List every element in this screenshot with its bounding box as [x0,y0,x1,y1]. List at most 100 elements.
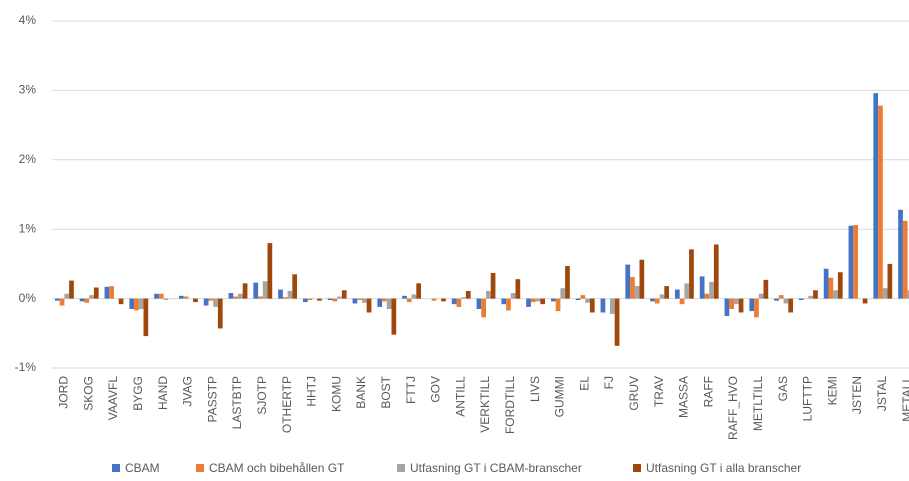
bar [332,298,338,302]
bar [391,298,397,335]
legend-label: CBAM och bibehållen GT [209,461,345,475]
x-tick-label: BANK [354,376,368,409]
bar [630,277,635,299]
bar [476,298,482,310]
bar [600,298,606,313]
x-tick-label: JSTEN [850,376,864,414]
bar [203,298,209,306]
legend-label: Utfasning GT i CBAM-branscher [410,461,582,475]
bar [674,289,680,299]
bar [262,281,268,299]
legend-swatch [196,464,204,472]
bar [654,298,660,304]
bar [441,298,446,302]
bar [79,298,85,302]
x-tick-label: PASSTP [205,376,219,422]
x-tick-label: JORD [57,376,71,409]
bar [154,293,159,299]
bar [664,286,670,299]
bar [233,296,238,299]
x-tick-label: GAS [776,376,790,401]
bar [758,293,764,299]
bar [461,297,466,299]
bar [386,298,392,310]
bar [118,298,124,305]
legend-swatch [397,464,405,472]
x-tick-label: GUMMI [553,376,567,417]
bar [898,209,903,299]
bar [510,293,516,299]
bar [679,298,685,305]
bar [158,293,164,299]
bar [287,290,293,299]
bar [659,294,665,299]
x-tick-label: JVAG [181,376,195,406]
bar [59,298,65,306]
bar [357,298,362,300]
bar [907,290,909,299]
bar [352,298,358,304]
bar [456,298,462,307]
bar [382,298,387,302]
bar [535,298,541,302]
bar [183,296,189,299]
bar [684,283,690,299]
bar [69,280,74,299]
bar [54,298,60,301]
bar [788,298,794,313]
bar [729,298,734,310]
bar [902,220,908,299]
bar [431,298,437,301]
bar [882,288,888,299]
bar [704,293,710,299]
legend-swatch [633,464,641,472]
bar [292,274,298,299]
y-tick-label: 0% [19,291,37,305]
bar [823,268,829,299]
bar [878,105,883,299]
bar [501,298,507,305]
bar [506,298,511,311]
bar [837,272,843,299]
x-tick-label: GOV [429,376,443,403]
bar [887,263,893,299]
x-tick-label: METALL [900,376,909,422]
x-tick-label: ANTILL [453,376,467,417]
x-tick-label: HAND [156,376,170,410]
bar [778,295,784,299]
bar [366,298,372,313]
bar [242,283,248,299]
bar [853,225,858,299]
bar [828,277,834,299]
bar [540,298,546,305]
y-tick-label: 4% [19,13,37,27]
x-tick-label: OTHERTP [280,376,294,433]
x-tick-label: GRUV [627,376,641,411]
bar [530,298,536,303]
x-tick-label: EL [577,376,591,391]
bar [362,298,367,303]
bar [689,249,694,299]
bar [565,265,570,299]
bar [486,290,491,299]
x-tick-label: MASSA [677,376,691,418]
x-tick-label: KOMU [329,376,343,412]
bar [327,298,333,300]
bar [634,286,640,299]
bar [402,295,407,299]
bar [89,295,94,299]
bar [580,295,586,299]
bar [163,298,169,300]
x-tick-label: HHTJ [305,376,319,407]
bar [208,298,214,301]
bar [550,298,556,302]
bar [138,298,144,310]
bar [555,298,561,312]
bar [575,298,581,300]
bar [451,298,457,305]
bar [763,279,769,299]
bar [238,293,243,299]
bar [64,293,70,299]
